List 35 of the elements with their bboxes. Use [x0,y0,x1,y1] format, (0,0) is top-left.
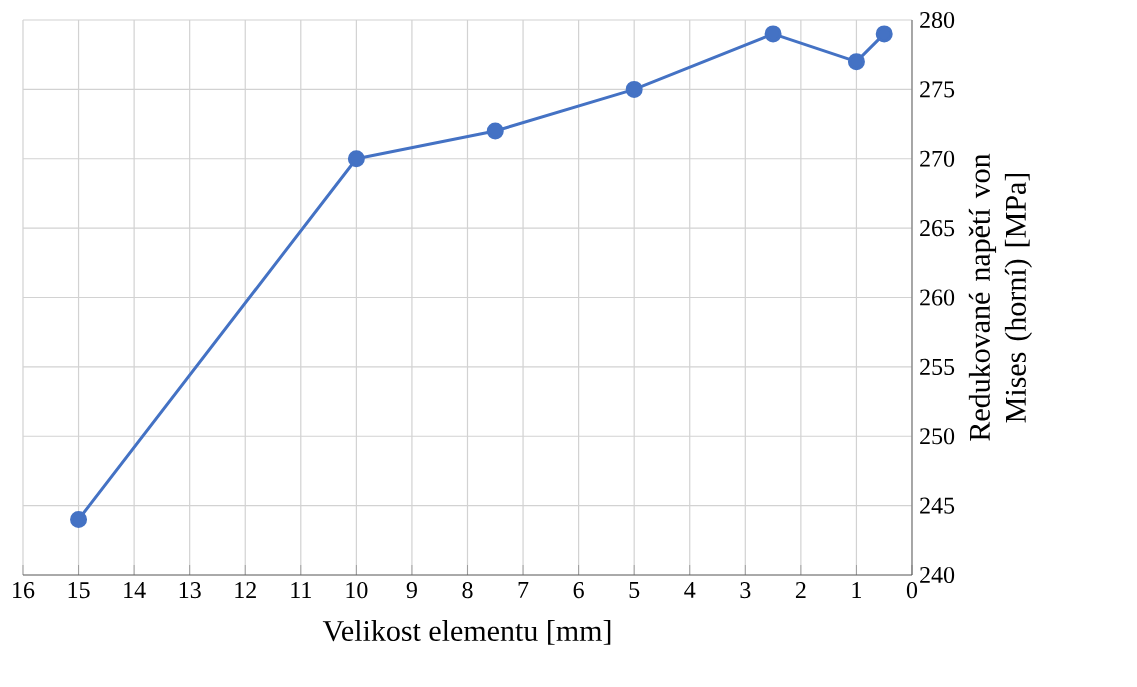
x-tick-label: 8 [462,582,473,599]
x-tick-label: 14 [124,582,146,598]
y-tick-label: 270 [920,150,955,167]
y-tick-label: 250 [920,428,955,445]
x-tick-label: 9 [406,582,417,599]
x-tick-label: 11 [291,582,311,598]
x-tick-label: 15 [68,582,90,599]
point [625,80,643,98]
point [486,122,504,140]
y-axis-title: Redukované napětí von Mises (horní) [MPa] [968,153,1033,441]
x-tick-label: 10 [346,582,368,599]
x-tick-label: 12 [235,582,256,598]
y-tick-label: 275 [920,81,955,98]
x-tick-label: 6 [573,582,584,599]
y-tick-label: 255 [920,358,955,375]
point [70,511,88,528]
x-axis-title: Velikost elementu [mm] [322,620,611,645]
x-tick-label: 16 [13,582,35,599]
point [347,150,365,168]
x-tick-label: 0 [906,582,918,599]
y-tick-label: 260 [920,289,955,306]
x-tick-label: 13 [179,582,201,599]
x-tick-label: 4 [684,582,696,598]
point [764,25,782,43]
y-tick-label: 280 [920,11,955,29]
y-tick-label: 240 [920,566,955,584]
x-tick-label: 5 [629,582,640,598]
x-tick-label: 1 [852,582,861,598]
x-tick-label: 2 [795,582,806,598]
x-tick-label: 3 [740,582,751,599]
point [847,53,865,71]
y-tick-label: 245 [920,497,955,514]
x-tick-label: 7 [518,582,529,598]
point [875,25,893,43]
y-tick-label: 265 [920,220,955,237]
